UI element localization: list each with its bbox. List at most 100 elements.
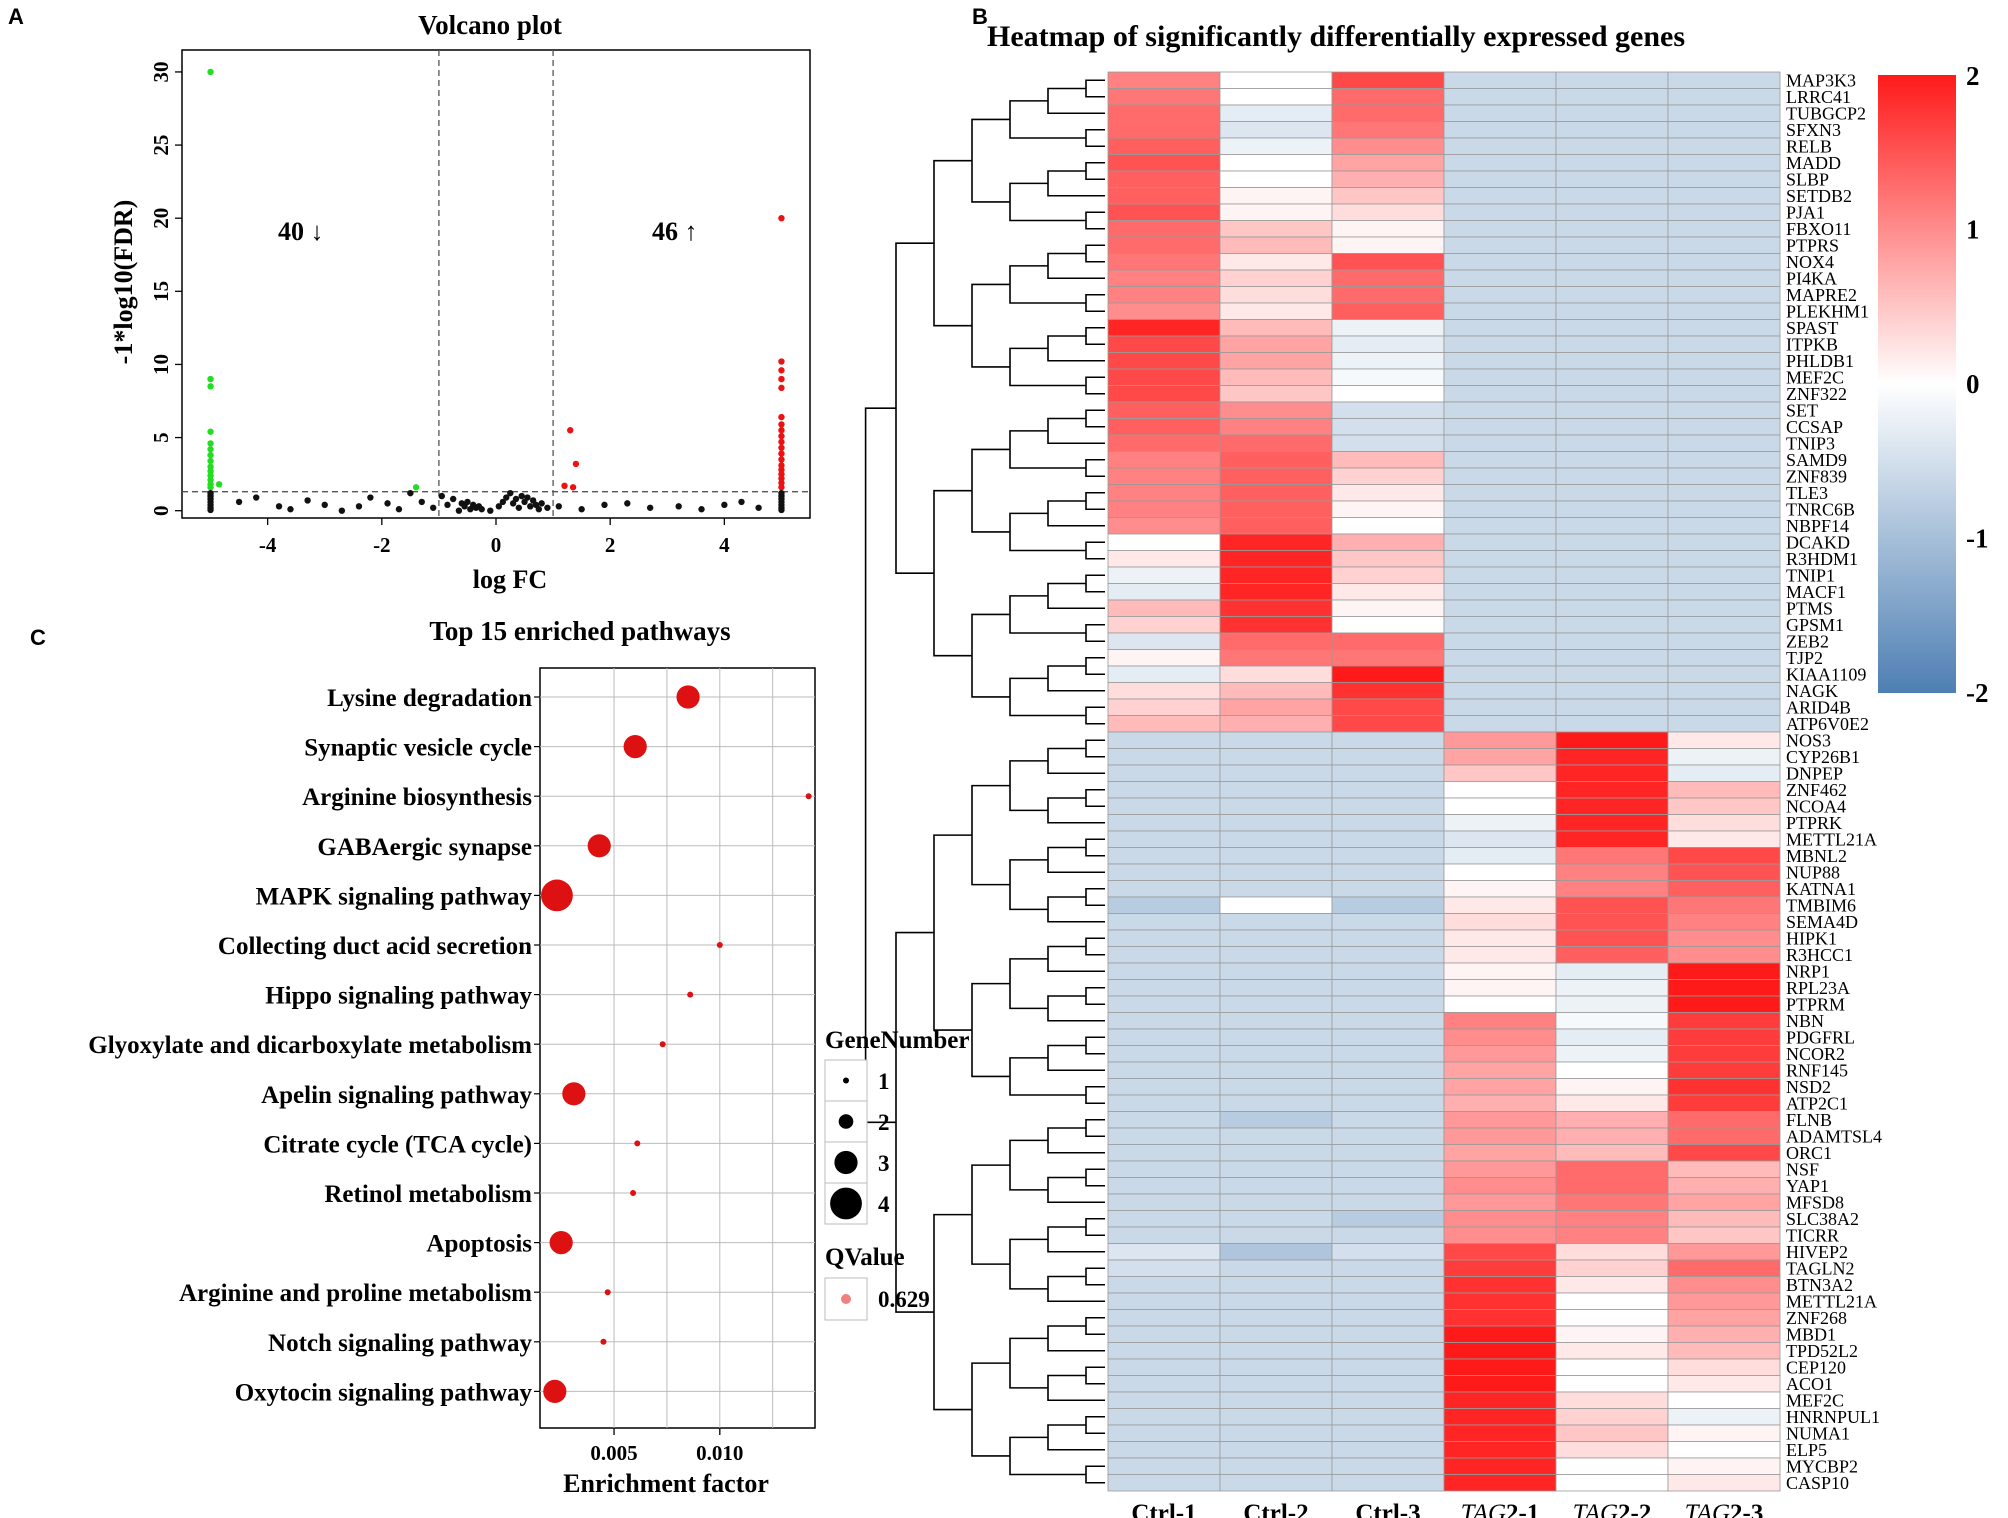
heatmap-row-label: ZNF462	[1786, 780, 1847, 800]
volcano-point-up	[778, 484, 785, 491]
heatmap-cell	[1443, 1276, 1557, 1294]
heatmap-cell	[1331, 1391, 1445, 1409]
volcano-point-up	[778, 384, 785, 392]
heatmap-cell	[1331, 484, 1445, 502]
heatmap-cell	[1219, 352, 1333, 370]
heatmap-cell	[1219, 154, 1333, 172]
heatmap-cell	[1219, 962, 1333, 980]
heatmap-cell	[1443, 88, 1557, 106]
volcano-point-down	[215, 481, 223, 488]
volcano-point-ns	[698, 506, 705, 513]
heatmap-cell	[1331, 451, 1445, 469]
heatmap-cell	[1443, 929, 1557, 947]
heatmap-cell	[1331, 1177, 1445, 1195]
heatmap-row-label: SLC38A2	[1786, 1209, 1859, 1229]
heatmap-cell	[1219, 121, 1333, 139]
heatmap-cell	[1555, 715, 1669, 733]
heatmap: Heatmap of significantly differentially …	[864, 20, 1989, 1518]
heatmap-cell	[1667, 995, 1781, 1013]
heatmap-cell	[1107, 1210, 1221, 1228]
heatmap-cell	[1443, 682, 1557, 700]
heatmap-cell	[1667, 269, 1781, 287]
heatmap-row-label: ARID4B	[1786, 698, 1851, 718]
heatmap-cell	[1219, 797, 1333, 815]
heatmap-title: Heatmap of significantly differentially …	[987, 20, 1685, 53]
heatmap-cell	[1107, 500, 1221, 518]
heatmap-cell	[1443, 599, 1557, 617]
heatmap-cell	[1219, 1474, 1333, 1492]
heatmap-cell	[1107, 1408, 1221, 1426]
heatmap-cell	[1667, 1078, 1781, 1096]
heatmap-cell	[1331, 1028, 1445, 1046]
heatmap-cell	[1219, 913, 1333, 931]
heatmap-cell	[1667, 814, 1781, 832]
heatmap-cell	[1555, 104, 1669, 122]
colorbar-tick: -1	[1966, 524, 1989, 554]
heatmap-cell	[1555, 203, 1669, 221]
heatmap-cell	[1107, 1375, 1221, 1393]
volcano-point-up	[778, 375, 785, 383]
heatmap-cell	[1107, 649, 1221, 667]
heatmap-cell	[1555, 1127, 1669, 1145]
heatmap-cell	[1219, 203, 1333, 221]
heatmap-cell	[1331, 401, 1445, 419]
heatmap-cell	[1331, 814, 1445, 832]
heatmap-cell	[1667, 979, 1781, 997]
volcano-up-count: 46 ↑	[652, 217, 698, 246]
heatmap-cell	[1331, 797, 1445, 815]
heatmap-cell	[1331, 715, 1445, 733]
heatmap-cell	[1107, 170, 1221, 188]
heatmap-row-label: CEP120	[1786, 1358, 1846, 1378]
heatmap-row-label: MAPRE2	[1786, 285, 1857, 305]
heatmap-cell	[1667, 1226, 1781, 1244]
heatmap-cell	[1667, 863, 1781, 881]
heatmap-cell	[1107, 698, 1221, 716]
volcano-point-up	[778, 462, 785, 469]
heatmap-cell	[1331, 1094, 1445, 1112]
heatmap-cell	[1107, 1309, 1221, 1327]
heatmap-cell	[1667, 748, 1781, 766]
legend-qvalue-title: QValue	[825, 1244, 905, 1271]
heatmap-cell	[1331, 698, 1445, 716]
heatmap-cell	[1555, 401, 1669, 419]
heatmap-cell	[1443, 731, 1557, 749]
heatmap-cell	[1107, 203, 1221, 221]
heatmap-cell	[1555, 1078, 1669, 1096]
heatmap-cell	[1219, 1457, 1333, 1475]
heatmap-cell	[1555, 467, 1669, 485]
heatmap-cell	[1555, 962, 1669, 980]
heatmap-cell	[1443, 1127, 1557, 1145]
heatmap-cell	[1331, 500, 1445, 518]
heatmap-row-label: ITPKB	[1786, 335, 1838, 355]
volcano-point-up	[778, 432, 785, 440]
heatmap-cell	[1667, 335, 1781, 353]
heatmap-row-label: PTPRS	[1786, 236, 1839, 256]
volcano-point-ns	[444, 501, 451, 509]
heatmap-cell	[1443, 665, 1557, 683]
heatmap-cell	[1555, 88, 1669, 106]
volcano-point-ns	[624, 500, 631, 507]
heatmap-cell	[1667, 187, 1781, 205]
pathway-point	[541, 879, 573, 912]
heatmap-cell	[1331, 649, 1445, 667]
heatmap-cell	[1107, 1045, 1221, 1063]
heatmap-cell	[1667, 1210, 1781, 1228]
heatmap-cell	[1667, 500, 1781, 518]
heatmap-cell	[1219, 335, 1333, 353]
heatmap-cell	[1219, 649, 1333, 667]
heatmap-cell	[1667, 946, 1781, 964]
heatmap-cell	[1107, 583, 1221, 601]
heatmap-cell	[1107, 1424, 1221, 1442]
volcano-point-ns	[395, 506, 403, 513]
heatmap-cell	[1555, 1028, 1669, 1046]
heatmap-cell	[1331, 1325, 1445, 1343]
heatmap-cell	[1331, 550, 1445, 568]
heatmap-cell	[1555, 517, 1669, 535]
heatmap-cell	[1555, 880, 1669, 898]
heatmap-cell	[1219, 698, 1333, 716]
heatmap-cell	[1219, 533, 1333, 551]
heatmap-cell	[1667, 715, 1781, 733]
heatmap-cell	[1331, 583, 1445, 601]
heatmap-cell	[1219, 995, 1333, 1013]
pathway-point	[805, 793, 812, 800]
